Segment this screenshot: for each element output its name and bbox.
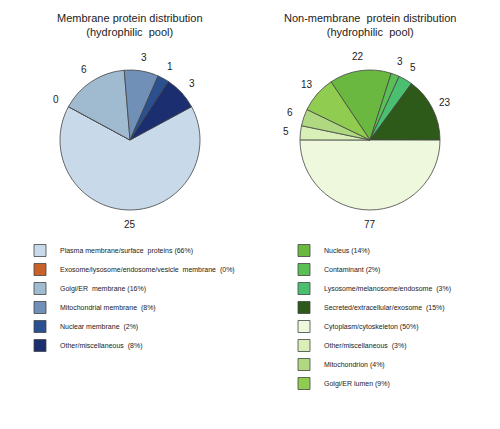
svg-text:Other/miscellaneous (3%): Other/miscellaneous (3%) bbox=[324, 342, 406, 350]
svg-text:77: 77 bbox=[364, 219, 376, 230]
svg-text:Lysosome/melanosome/endosome: Lysosome/melanosome/endosome (3%) bbox=[324, 285, 451, 293]
svg-text:5: 5 bbox=[410, 62, 416, 73]
svg-text:1: 1 bbox=[167, 61, 173, 72]
svg-text:5: 5 bbox=[283, 126, 289, 137]
svg-text:Other/miscellaneous (8%): Other/miscellaneous (8%) bbox=[60, 342, 142, 350]
svg-text:Golgi/ER lumen (9%): Golgi/ER lumen (9%) bbox=[324, 380, 390, 388]
svg-text:0: 0 bbox=[53, 94, 59, 105]
svg-text:Contaminant (2%): Contaminant (2%) bbox=[324, 266, 380, 274]
svg-text:Mitochondrion (4%): Mitochondrion (4%) bbox=[324, 361, 385, 369]
svg-text:25: 25 bbox=[124, 219, 136, 230]
svg-text:3: 3 bbox=[141, 52, 147, 63]
svg-text:Secreted/extracellular/exosome: Secreted/extracellular/exosome (15%) bbox=[324, 304, 445, 312]
svg-text:13: 13 bbox=[301, 79, 313, 90]
svg-text:6: 6 bbox=[287, 107, 293, 118]
svg-text:Membrane protein distribution(: Membrane protein distribution(hydrophili… bbox=[57, 12, 203, 38]
svg-text:Cytoplasm/cytoskeleton (50%): Cytoplasm/cytoskeleton (50%) bbox=[324, 323, 419, 331]
svg-text:Non-membrane protein distribu: Non-membrane protein distribution(hydrop… bbox=[284, 12, 456, 38]
svg-text:Golgi/ER membrane (16%): Golgi/ER membrane (16%) bbox=[60, 285, 146, 293]
svg-text:Nuclear membrane (2%): Nuclear membrane (2%) bbox=[60, 323, 138, 331]
svg-text:22: 22 bbox=[352, 51, 364, 62]
svg-text:6: 6 bbox=[81, 64, 87, 75]
svg-text:Plasma membrane/surface prote: Plasma membrane/surface proteins (66%) bbox=[60, 247, 193, 255]
svg-text:Nucleus (14%): Nucleus (14%) bbox=[324, 247, 370, 255]
svg-text:3: 3 bbox=[189, 78, 195, 89]
svg-text:3: 3 bbox=[397, 56, 403, 67]
svg-text:Mitochondrial membrane (8%): Mitochondrial membrane (8%) bbox=[60, 304, 156, 312]
svg-text:Exosome/lysosome/endosome/vesi: Exosome/lysosome/endosome/vesicle membra… bbox=[60, 266, 235, 274]
svg-text:23: 23 bbox=[439, 97, 451, 108]
